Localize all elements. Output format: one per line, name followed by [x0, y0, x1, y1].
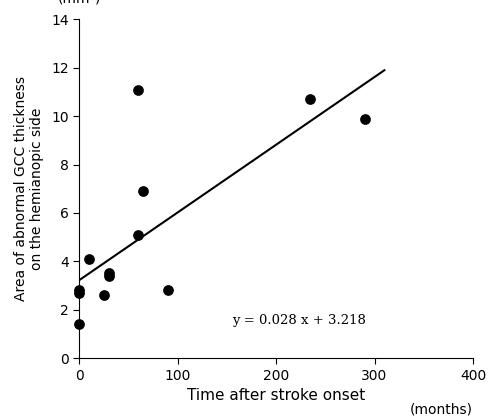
Point	[134, 86, 142, 93]
Y-axis label: Area of abnormal GCC thickness
on the hemianopic side: Area of abnormal GCC thickness on the he…	[14, 76, 44, 301]
Text: (months): (months)	[410, 402, 473, 417]
X-axis label: Time after stroke onset: Time after stroke onset	[187, 388, 365, 403]
Point	[134, 231, 142, 238]
Point	[360, 115, 368, 122]
Point	[104, 273, 112, 279]
Point	[104, 270, 112, 277]
Point	[164, 287, 172, 294]
Point	[100, 292, 108, 299]
Point	[85, 256, 93, 262]
Point	[139, 188, 147, 194]
Point	[306, 96, 314, 103]
Point	[75, 321, 83, 328]
Text: y = 0.028 x + 3.218: y = 0.028 x + 3.218	[232, 314, 366, 327]
Text: (mm²): (mm²)	[58, 0, 101, 5]
Point	[75, 287, 83, 294]
Point	[75, 289, 83, 296]
